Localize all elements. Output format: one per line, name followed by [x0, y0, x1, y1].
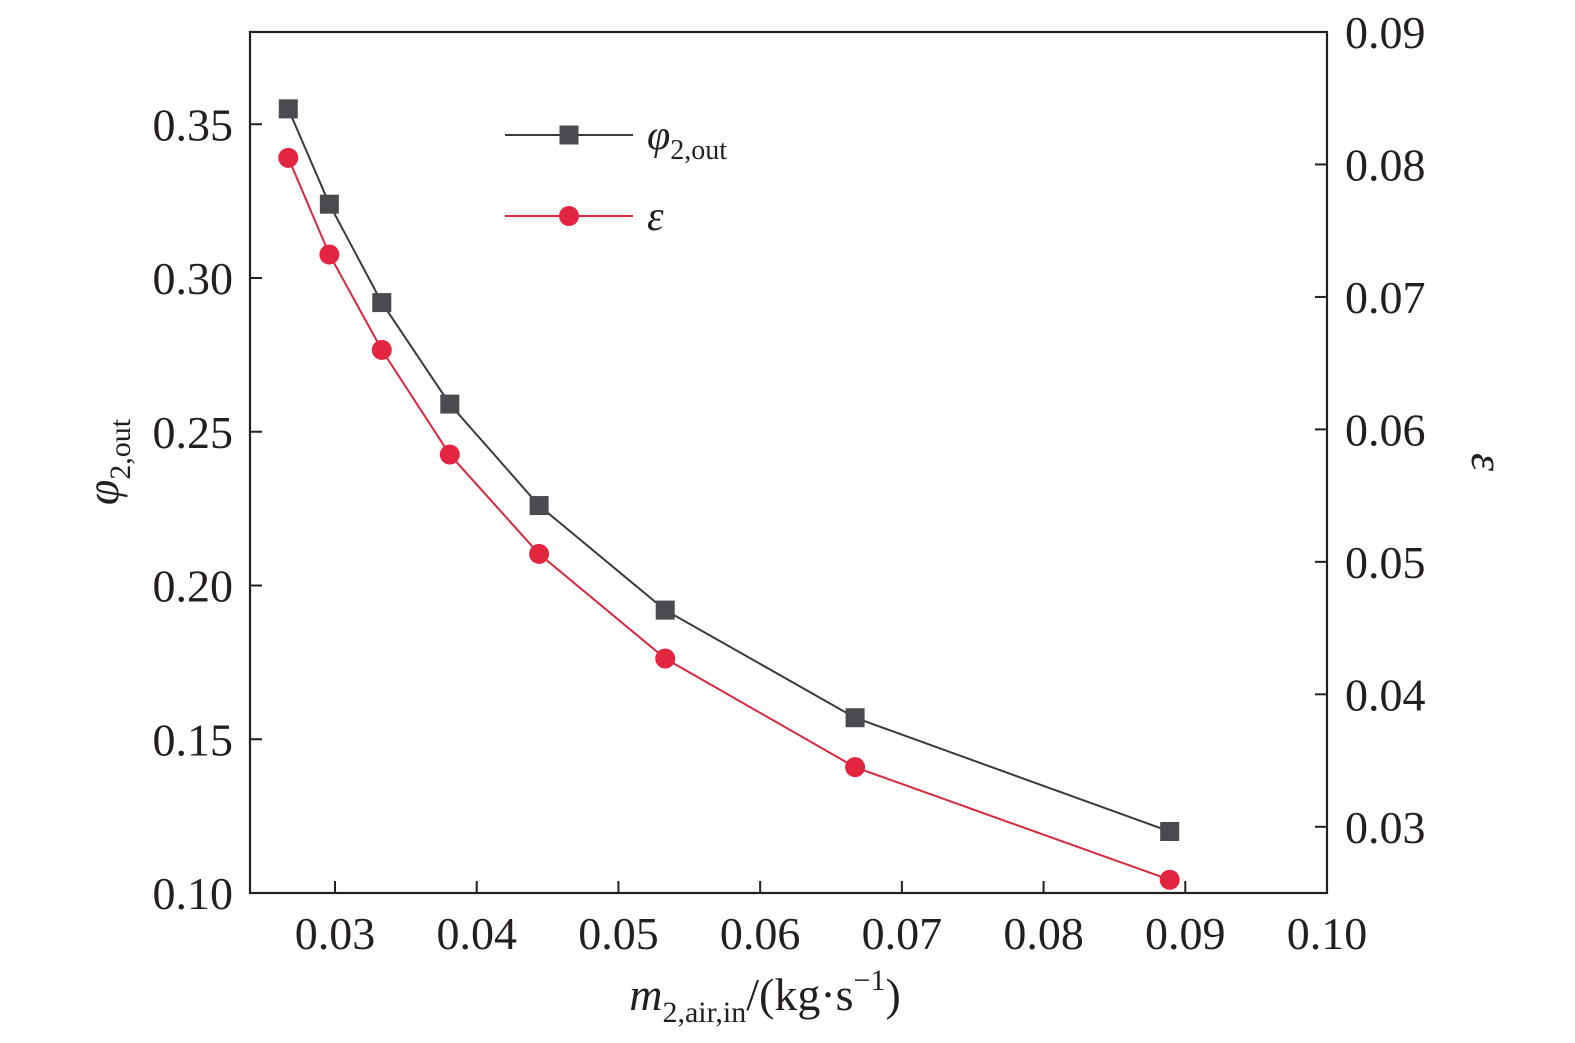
y-right-tick-label: 0.08	[1345, 139, 1426, 190]
plot-frame	[248, 30, 1329, 895]
series-2-point	[278, 147, 299, 168]
series-2-point	[845, 757, 866, 778]
series-line-1	[287, 108, 1171, 833]
x-tick-label: 0.04	[436, 908, 517, 959]
y-left-tick-label: 0.20	[153, 561, 234, 612]
y-left-tick-label: 0.10	[153, 868, 234, 919]
x-tick-label: 0.07	[862, 908, 943, 959]
y-right-tick-label: 0.03	[1345, 802, 1426, 853]
series-layer	[278, 99, 1180, 890]
legend-marker-square	[559, 125, 579, 145]
x-axis-title: m2,air,in/(kg·s−1)	[629, 964, 901, 1029]
y-right-tick-label: 0.05	[1345, 537, 1426, 588]
x-tick-label: 0.09	[1145, 908, 1226, 959]
y-right-tick-label: 0.07	[1345, 272, 1426, 323]
y-left-tick-label: 0.15	[153, 714, 234, 765]
series-1-point	[1160, 822, 1180, 841]
series-2-point	[439, 444, 460, 465]
y-left-tick-label: 0.35	[153, 99, 234, 150]
legend-marker-circle	[559, 206, 579, 226]
legend-label-1: φ2,out	[647, 113, 727, 166]
x-tick-label: 0.08	[1003, 908, 1084, 959]
axes-layer	[248, 30, 1329, 895]
series-1-point	[529, 496, 549, 516]
series-1-point	[655, 600, 675, 620]
series-2-point	[1159, 869, 1180, 890]
y-left-tick-label: 0.25	[153, 407, 234, 458]
series-line-2	[287, 157, 1171, 881]
series-1-point	[845, 708, 865, 728]
axis-titles: m2,air,in/(kg·s−1) φ2,out ε	[77, 418, 1513, 1029]
series-2-point	[371, 339, 392, 360]
y-right-axis-title: ε	[1462, 453, 1513, 472]
tick-layer: 0.03 0.04 0.05 0.06 0.07 0.08 0.09 0.10 0.10 0.15…	[153, 7, 1426, 959]
x-tick-label: 0.10	[1287, 908, 1368, 959]
series-1-point	[319, 194, 339, 214]
series-1-point	[278, 99, 298, 119]
x-tick-label: 0.06	[720, 908, 801, 959]
y-left-axis-title: φ2,out	[77, 418, 137, 505]
y-right-tick-label: 0.04	[1345, 669, 1426, 720]
series-1-point	[440, 394, 460, 414]
series-2-point	[655, 648, 676, 669]
legend: φ2,out ε	[505, 113, 727, 240]
legend-label-2: ε	[647, 194, 664, 240]
series-1-point	[372, 293, 392, 313]
y-left-tick-label: 0.30	[153, 253, 234, 304]
y-right-tick-label: 0.06	[1345, 404, 1426, 455]
x-tick-label: 0.05	[578, 908, 659, 959]
y-right-tick-label: 0.09	[1345, 7, 1426, 58]
x-tick-label: 0.03	[295, 908, 376, 959]
series-2-point	[529, 543, 550, 564]
series-2-point	[319, 244, 340, 265]
